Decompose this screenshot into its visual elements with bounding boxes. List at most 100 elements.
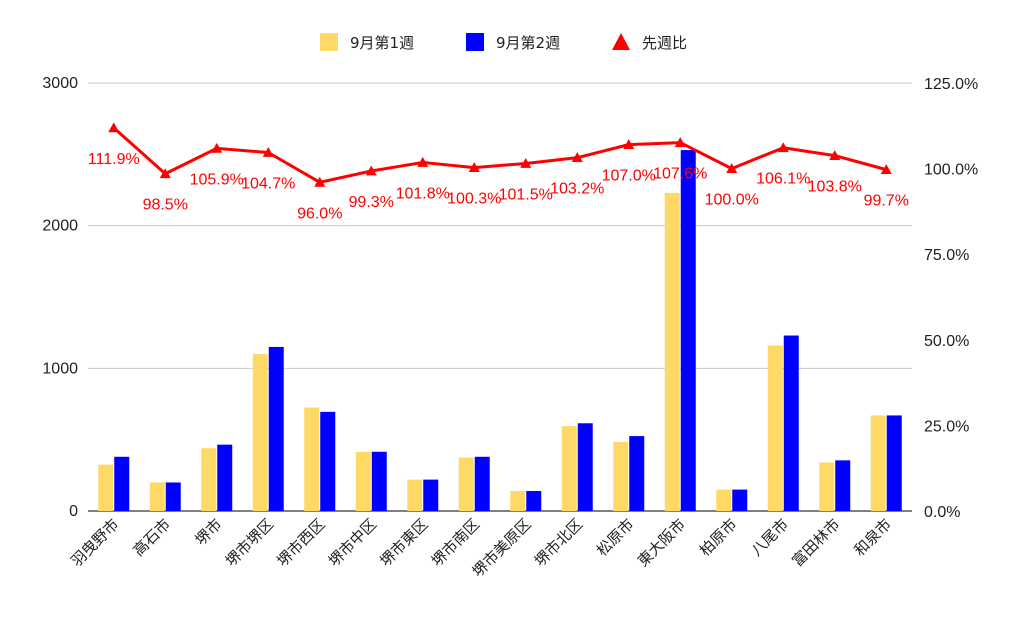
legend-swatch: [612, 33, 630, 50]
category-label: 堺市中区: [325, 515, 380, 570]
legend-label: 9月第2週: [496, 34, 560, 52]
legend-item: 9月第1週: [320, 33, 414, 52]
ratio-marker: [777, 142, 789, 153]
ratio-marker: [623, 139, 635, 150]
ratio-marker: [829, 150, 841, 160]
left-tick-label: 0: [69, 503, 78, 520]
legend-item: 9月第2週: [466, 33, 560, 52]
ratio-data-label: 107.6%: [653, 166, 707, 183]
ratio-data-label: 100.3%: [447, 191, 501, 208]
category-label: 八尾市: [748, 515, 793, 560]
category-label: 堺市堺区: [222, 515, 277, 570]
bar-2: [114, 456, 130, 511]
bar-1: [407, 479, 423, 511]
ratio-data-label: 103.2%: [550, 181, 604, 198]
category-label: 高石市: [130, 515, 175, 560]
category-label: 堺市東区: [376, 515, 431, 570]
ratio-marker: [365, 165, 377, 176]
ratio-marker: [159, 168, 171, 179]
bar-1: [98, 464, 114, 511]
category-label: 富田林市: [788, 515, 843, 570]
bar-2: [474, 456, 490, 511]
right-tick-label: 50.0%: [924, 333, 969, 350]
ratio-data-label: 101.5%: [499, 186, 553, 203]
bar-1: [767, 345, 783, 511]
right-tick-label: 125.0%: [924, 76, 978, 93]
ratio-marker: [880, 164, 892, 175]
bar-2: [835, 460, 851, 511]
ratio-marker: [262, 147, 274, 157]
bars: [98, 150, 902, 511]
ratio-data-label: 105.9%: [190, 171, 244, 188]
ratio-data-label: 107.0%: [602, 168, 656, 185]
left-tick-label: 2000: [42, 218, 78, 235]
legend-swatch: [466, 33, 484, 51]
bar-1: [252, 354, 268, 511]
bar-2: [783, 335, 799, 511]
ratio-marker: [211, 142, 223, 153]
bar-1: [819, 462, 835, 511]
ratio-marker: [468, 162, 480, 172]
legend-item: 先週比: [612, 33, 687, 52]
bar-2: [577, 423, 593, 511]
bar-1: [304, 407, 320, 511]
bar-2: [629, 436, 645, 511]
ratio-data-label: 99.7%: [864, 193, 909, 210]
bar-2: [268, 346, 284, 511]
ratio-data-label: 96.0%: [297, 205, 342, 222]
bar-2: [423, 479, 439, 511]
bar-2: [165, 482, 181, 511]
bar-1: [664, 192, 680, 511]
ratio-marker: [417, 156, 429, 167]
ratio-data-label: 100.0%: [705, 192, 759, 209]
category-label: 柏原市: [696, 515, 741, 560]
category-label: 和泉市: [851, 515, 896, 560]
ratio-data-label: 106.1%: [756, 171, 810, 188]
category-label: 堺市西区: [273, 515, 328, 570]
ratio-marker: [108, 122, 120, 133]
ratio-data-label: 101.8%: [396, 185, 450, 202]
category-label: 堺市: [192, 515, 226, 549]
bar-2: [680, 150, 696, 511]
left-axis: 0 1000 2000 3000: [42, 75, 78, 520]
left-tick-label: 3000: [42, 75, 78, 92]
ratio-data-label: 98.5%: [143, 197, 188, 214]
bar-2: [371, 451, 387, 511]
ratio-line: [108, 122, 892, 187]
bar-1: [355, 451, 371, 511]
ratio-marker: [674, 137, 686, 147]
legend-label: 9月第1週: [350, 34, 414, 52]
data-labels: 111.9%98.5%105.9%104.7%96.0%99.3%101.8%1…: [88, 151, 909, 222]
category-label: 松原市: [593, 515, 638, 560]
legend-label: 先週比: [642, 34, 687, 52]
legend: 9月第1週 9月第2週 先週比: [320, 33, 687, 52]
bar-2: [886, 415, 902, 511]
category-label: 羽曳野市: [67, 515, 122, 570]
right-tick-label: 25.0%: [924, 418, 969, 435]
category-label: 堺市北区: [531, 515, 586, 570]
ratio-data-label: 111.9%: [88, 151, 140, 168]
ratio-line-path: [112, 126, 887, 184]
bar-1: [561, 426, 577, 511]
right-tick-label: 0.0%: [924, 504, 960, 521]
bar-2: [732, 489, 748, 511]
ratio-data-label: 103.8%: [808, 179, 862, 196]
bar-1: [613, 441, 629, 511]
right-tick-label: 75.0%: [924, 247, 969, 264]
right-axis: 0.0% 25.0% 50.0% 75.0% 100.0% 125.0%: [924, 76, 978, 521]
bar-1: [458, 457, 474, 511]
bar-2: [526, 491, 542, 511]
bar-1: [149, 482, 165, 511]
ratio-data-label: 104.7%: [241, 176, 295, 193]
ratio-marker: [314, 176, 326, 187]
bar-2: [320, 411, 336, 511]
legend-swatch: [320, 33, 338, 51]
bar-1: [870, 415, 886, 511]
category-label: 東大阪市: [634, 515, 689, 570]
ratio-marker: [726, 163, 738, 173]
right-tick-label: 100.0%: [924, 162, 978, 179]
bar-1: [716, 489, 732, 511]
